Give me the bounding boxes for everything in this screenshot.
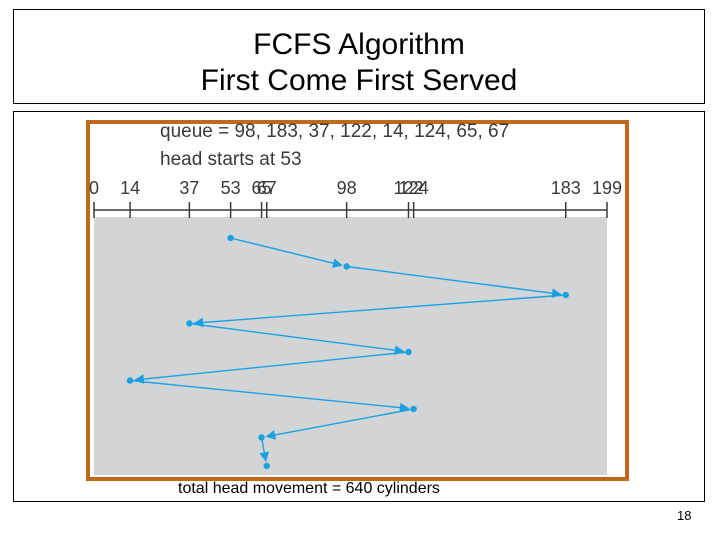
title-box: FCFS Algorithm First Come First Served: [13, 9, 705, 104]
head-position-53: [227, 234, 234, 242]
path-segment-3: [193, 294, 566, 328]
head-position-65: [258, 434, 265, 441]
path-segment-5: [134, 351, 409, 384]
path-segment-8: [259, 437, 270, 463]
path-segment-7: [265, 408, 414, 440]
plot-background: [94, 217, 607, 475]
head-position-67: [263, 462, 270, 470]
content-box: [13, 111, 705, 502]
tick-label-98: 98: [337, 178, 357, 198]
path-segment-2: [346, 265, 562, 299]
tick-label-183: 183: [551, 178, 581, 198]
head-position-98: [343, 263, 350, 270]
head-position-37: [186, 320, 193, 327]
head-position-124: [410, 405, 417, 413]
head-start-label: head starts at 53: [160, 149, 302, 170]
path-segment-6: [130, 379, 410, 413]
tick-label-14: 14: [120, 178, 140, 198]
head-path: [130, 237, 566, 463]
head-position-14: [126, 377, 134, 384]
tick-label-0: 0: [89, 178, 99, 198]
slide-title-line-2: First Come First Served: [200, 64, 518, 97]
tick-label-122: 122: [393, 178, 423, 198]
head-position-183: [562, 291, 569, 299]
tick-label-124: 124: [399, 178, 429, 198]
tick-label-53: 53: [221, 178, 241, 198]
tick-label-37: 37: [179, 178, 199, 198]
slide-title-line-1: FCFS Algorithm: [253, 28, 465, 61]
tick-label-199: 199: [592, 178, 622, 198]
queue-label: queue = 98, 183, 37, 122, 14, 124, 65, 6…: [160, 121, 510, 142]
axis-ticks: [93, 202, 608, 218]
path-segment-4: [189, 322, 405, 356]
head-position-122: [405, 348, 412, 356]
path-segment-1: [230, 237, 343, 268]
page-number: 18: [677, 508, 692, 523]
tick-label-67: 67: [257, 178, 277, 198]
total-movement-caption: total head movement = 640 cylinders: [178, 480, 440, 497]
head-positions: [126, 234, 569, 470]
tick-label-65: 65: [252, 178, 272, 198]
